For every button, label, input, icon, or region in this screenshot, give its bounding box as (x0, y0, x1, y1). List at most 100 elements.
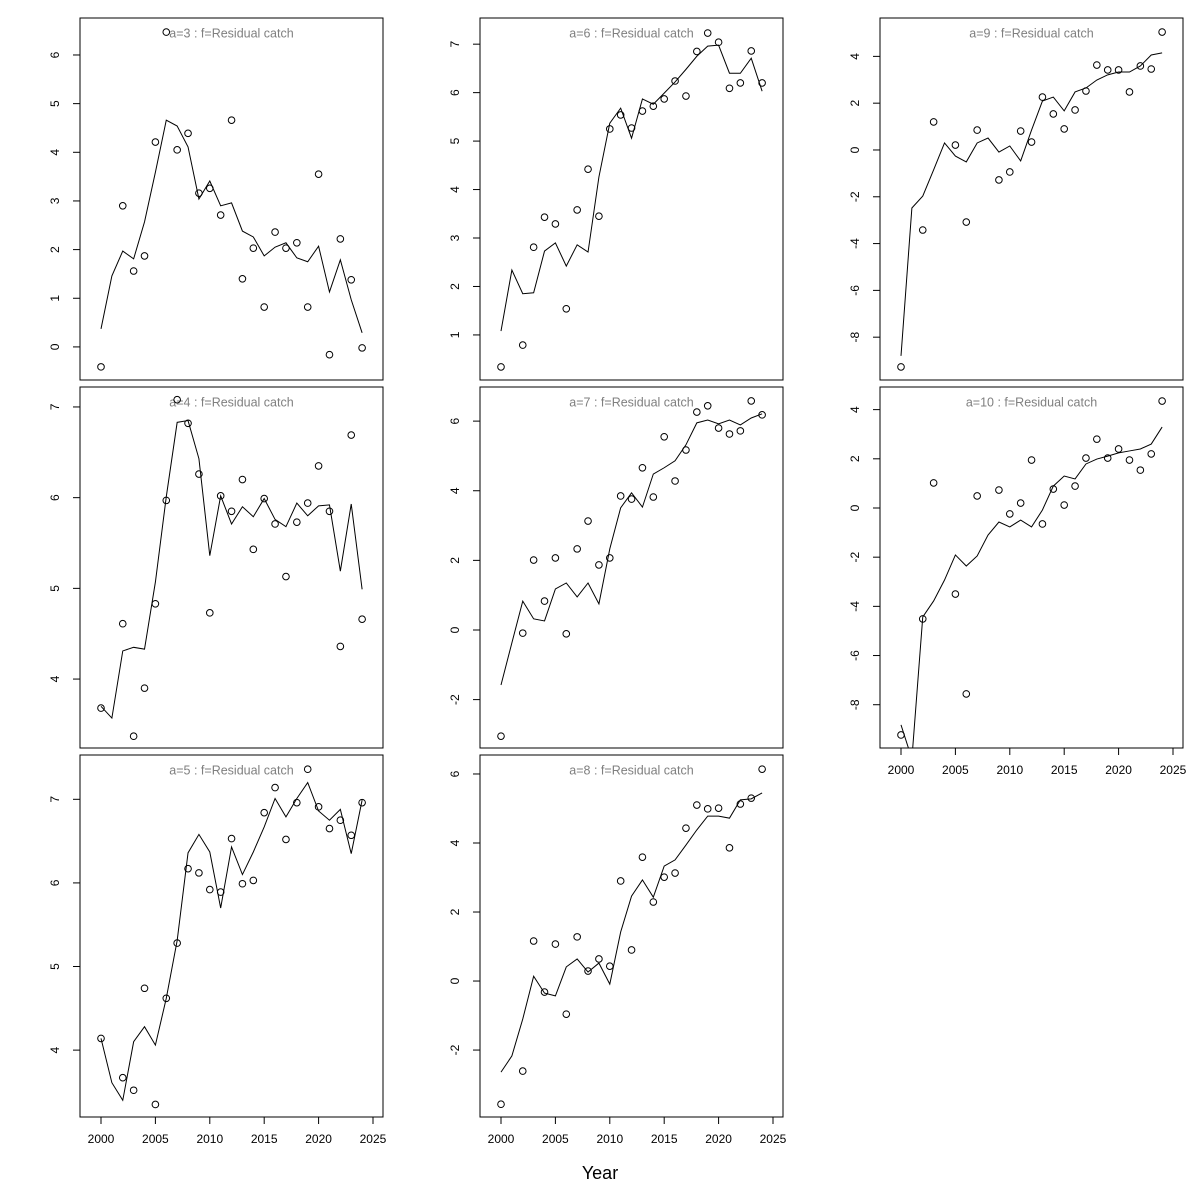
observed-point (562, 304, 571, 313)
panel-title: a=10 : f=Residual catch (966, 395, 1097, 409)
observed-point (293, 518, 301, 526)
observed-point (627, 946, 636, 954)
panel-title: a=8 : f=Residual catch (569, 763, 693, 777)
observed-point (962, 690, 971, 698)
observed-point (1027, 456, 1036, 464)
x-tick-label: 2010 (596, 1132, 623, 1146)
observed-point (1136, 62, 1145, 70)
observed-point (129, 1086, 138, 1095)
y-tick-label: -2 (848, 191, 862, 202)
x-tick-label: 2015 (251, 1132, 278, 1146)
observed-point (605, 125, 614, 133)
panel: a=4 : f=Residual catch 4 5 6 7 (48, 386, 384, 749)
observed-point (758, 79, 766, 87)
observed-point (140, 252, 149, 260)
observed-point (529, 243, 538, 252)
observed-point (649, 493, 658, 501)
observed-point (303, 499, 312, 507)
observed-point (205, 609, 214, 617)
observed-point (518, 341, 527, 349)
x-tick-label: 2020 (1105, 763, 1132, 777)
observed-point (540, 988, 549, 996)
y-tick-label: 4 (448, 487, 462, 494)
observed-point (682, 92, 690, 100)
y-tick-label: 2 (448, 908, 462, 915)
panel-title: a=7 : f=Residual catch (569, 395, 693, 409)
x-tick-label: 2020 (305, 1132, 332, 1146)
observed-point (140, 684, 149, 692)
plot-frame (79, 386, 384, 749)
observed-point (951, 141, 960, 149)
plot-area (897, 28, 1166, 371)
observed-point (129, 732, 138, 741)
y-tick-label: 6 (48, 879, 62, 886)
observed-point (325, 507, 334, 516)
observed-point (682, 824, 690, 832)
observed-point (638, 463, 647, 472)
plot-area (497, 29, 766, 371)
observed-point (282, 835, 290, 844)
observed-point (118, 202, 127, 210)
observed-point (660, 95, 668, 103)
x-tick-label: 2000 (488, 1132, 515, 1146)
observed-point (725, 430, 734, 438)
observed-point (249, 244, 258, 252)
plot-area (97, 395, 366, 741)
observed-point (595, 955, 603, 963)
plot-area (497, 765, 766, 1109)
observed-point (1038, 520, 1047, 528)
observed-point (497, 732, 505, 740)
plot-area (97, 28, 366, 371)
observed-point (1136, 466, 1145, 474)
y-tick-label: -8 (848, 699, 862, 710)
observed-point (260, 494, 268, 503)
observed-point (497, 363, 505, 371)
observed-point (584, 967, 592, 975)
observed-point (216, 492, 225, 500)
fitted-line (100, 781, 363, 1102)
panel: a=5 : f=Residual catch 4 5 6 7 2000 2005 2010 20… (48, 754, 387, 1146)
observed-point (758, 765, 766, 773)
y-tick-label: 4 (448, 839, 462, 846)
y-tick-label: 6 (448, 89, 462, 96)
observed-point (347, 275, 356, 284)
x-tick-label: 2005 (942, 763, 969, 777)
observed-point (714, 424, 723, 432)
observed-point (1114, 66, 1123, 74)
observed-point (1038, 93, 1047, 101)
panel-title: a=5 : f=Residual catch (169, 763, 293, 777)
observed-point (260, 808, 268, 817)
x-tick-label: 2010 (996, 763, 1023, 777)
observed-point (918, 226, 927, 234)
observed-point (660, 873, 668, 881)
y-tick-label: 4 (48, 1046, 62, 1053)
y-tick-label: -2 (448, 1044, 462, 1055)
y-tick-label: 2 (448, 557, 462, 564)
observed-point (184, 129, 192, 138)
observed-point (358, 798, 366, 807)
observed-point (173, 395, 181, 404)
observed-point (973, 492, 981, 500)
observed-point (216, 211, 225, 219)
y-tick-label: 1 (48, 295, 62, 302)
observed-point (336, 816, 345, 825)
observed-point (714, 804, 723, 812)
y-tick-label: 2 (48, 246, 62, 253)
plot-frame (479, 17, 784, 381)
observed-point (725, 844, 734, 852)
y-tick-label: 7 (48, 796, 62, 803)
y-tick-label: 4 (48, 149, 62, 156)
observed-point (347, 431, 356, 439)
y-tick-label: 4 (48, 675, 62, 682)
y-tick-label: 0 (848, 504, 862, 511)
observed-point (238, 879, 247, 888)
y-tick-label: 2 (848, 455, 862, 462)
fitted-line (100, 119, 363, 333)
plot-area (97, 765, 366, 1109)
observed-point (118, 619, 127, 628)
observed-point (529, 556, 538, 564)
observed-point (736, 427, 745, 435)
y-tick-label: 6 (448, 417, 462, 424)
y-tick-label: 6 (48, 51, 62, 58)
